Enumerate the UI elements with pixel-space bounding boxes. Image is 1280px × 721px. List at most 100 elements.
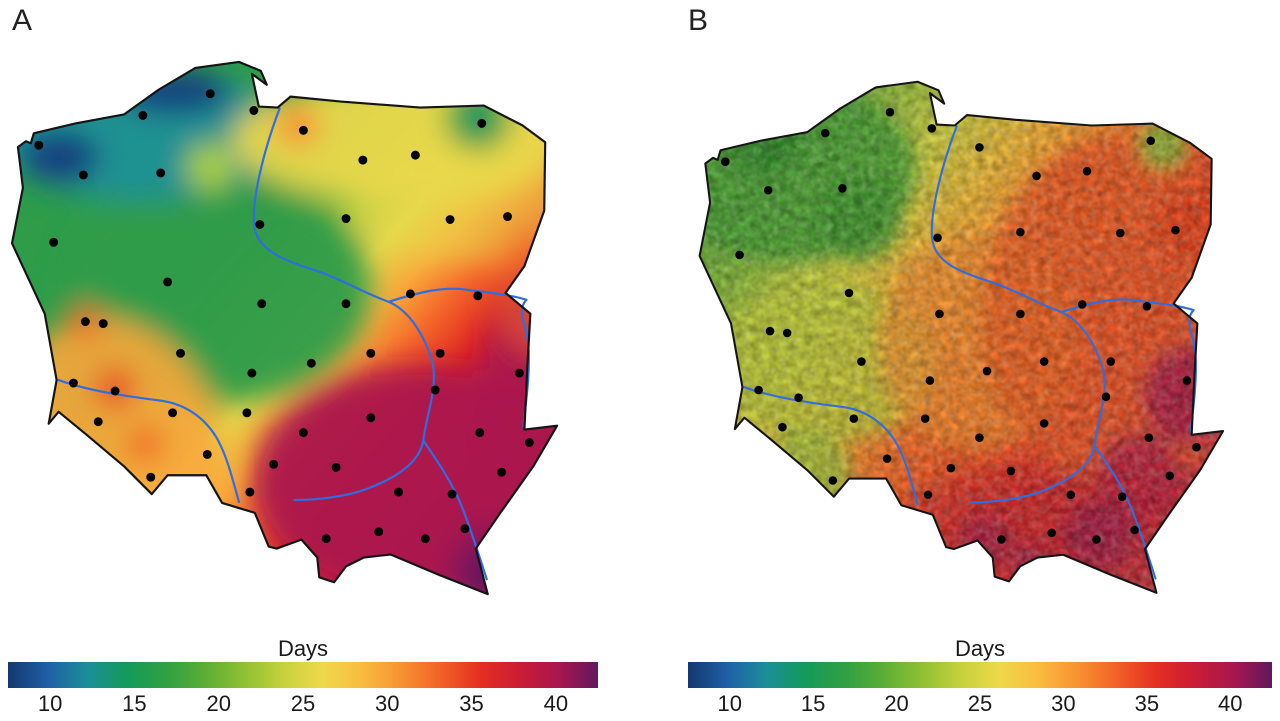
station-dot xyxy=(927,124,937,133)
station-dot xyxy=(247,368,257,378)
station-dot xyxy=(1117,492,1127,501)
station-dot xyxy=(93,417,103,427)
station-dot xyxy=(882,454,892,463)
station-dot xyxy=(110,386,120,396)
station-dot xyxy=(1171,225,1180,235)
station-dot xyxy=(1092,535,1101,544)
station-dot xyxy=(935,309,944,319)
station-dot xyxy=(49,237,59,247)
station-dot xyxy=(80,317,90,327)
station-dot xyxy=(366,413,376,423)
station-dot xyxy=(1144,433,1154,442)
station-dot xyxy=(447,489,457,499)
station-dot xyxy=(1039,357,1049,366)
station-dot xyxy=(176,348,185,358)
station-dot xyxy=(374,527,384,537)
station-dot xyxy=(1192,442,1201,452)
river-san xyxy=(422,439,488,581)
station-dot xyxy=(306,358,316,368)
station-dot xyxy=(754,385,763,395)
station-dot xyxy=(920,414,930,423)
map-panel-b xyxy=(692,76,1244,609)
station-dot xyxy=(1082,166,1092,176)
station-dot xyxy=(394,487,403,497)
station-dot xyxy=(923,490,933,500)
station-dot xyxy=(298,125,308,135)
panel-b-label: B xyxy=(688,4,709,37)
colorbar-tick-label: 35 xyxy=(459,691,484,716)
colorbar-a-ticks: 10 15 20 25 30 35 40 xyxy=(8,691,598,717)
stations-layer xyxy=(721,107,1201,544)
raster-noise-light xyxy=(699,81,1224,593)
station-dot xyxy=(1106,357,1116,366)
station-dot xyxy=(255,220,265,229)
contour-fill-layer xyxy=(12,61,558,595)
colorbar-tick-label: 10 xyxy=(717,691,742,716)
colorbar-b-title: Days xyxy=(954,636,1006,661)
station-dot xyxy=(410,150,420,160)
station-dot xyxy=(298,428,308,438)
station-dot xyxy=(202,449,212,459)
station-dot xyxy=(249,106,259,115)
station-dot xyxy=(366,348,376,358)
poland-map-contour xyxy=(10,60,559,596)
station-dot xyxy=(524,438,534,447)
station-dot xyxy=(321,534,331,544)
station-dot xyxy=(405,289,415,299)
station-dot xyxy=(849,414,859,423)
station-dot xyxy=(1047,528,1057,538)
station-dot xyxy=(820,128,830,138)
station-dot xyxy=(765,326,775,336)
station-dot xyxy=(331,462,341,472)
station-dot xyxy=(341,299,351,309)
station-dot xyxy=(1101,392,1111,402)
station-dot xyxy=(269,459,279,469)
station-dot xyxy=(763,185,773,195)
station-dot xyxy=(844,288,854,298)
station-dot xyxy=(933,233,942,243)
station-dot xyxy=(503,212,513,222)
river-san xyxy=(1093,444,1157,580)
station-dot xyxy=(982,366,992,376)
colorbar-a-bar xyxy=(8,662,598,688)
raster-fill-layer xyxy=(699,81,1224,593)
colorbar-tick-label: 30 xyxy=(1051,691,1076,716)
station-dot xyxy=(497,467,507,477)
station-dot xyxy=(1182,376,1192,385)
station-dot xyxy=(358,155,368,165)
station-dot xyxy=(257,299,267,309)
station-dot xyxy=(514,368,524,378)
station-dot xyxy=(794,393,803,402)
station-dot xyxy=(782,328,792,338)
station-dot xyxy=(78,170,88,180)
colorbar-b-ticks: 10 15 20 25 30 35 40 xyxy=(688,691,1272,717)
station-dot xyxy=(975,433,984,442)
station-dot xyxy=(838,184,847,193)
poland-map-raster xyxy=(698,80,1225,594)
station-dot xyxy=(1016,309,1025,319)
station-dot xyxy=(1165,471,1175,481)
river-vistula xyxy=(930,125,1106,504)
station-dot xyxy=(1066,490,1076,500)
colorbar-b-bar xyxy=(688,662,1272,688)
station-dot xyxy=(146,472,156,482)
station-dot xyxy=(460,524,470,534)
station-dot xyxy=(721,157,730,166)
station-dot xyxy=(475,428,485,438)
colorbar-tick-label: 25 xyxy=(967,691,993,716)
colorbar-tick-label: 25 xyxy=(290,691,316,716)
river-oder xyxy=(57,378,241,504)
station-dot xyxy=(1016,227,1025,237)
colorbar-tick-label: 40 xyxy=(1218,691,1243,716)
station-dot xyxy=(1039,419,1049,428)
station-dot xyxy=(1146,136,1156,146)
colorbar-tick-label: 40 xyxy=(543,691,569,716)
station-dot xyxy=(205,89,215,99)
colorbar-tick-label: 20 xyxy=(206,691,231,716)
station-dot xyxy=(925,376,935,385)
station-dot xyxy=(1032,171,1041,181)
station-dot xyxy=(828,476,838,485)
station-dot xyxy=(98,319,108,329)
stations-layer xyxy=(34,89,534,544)
